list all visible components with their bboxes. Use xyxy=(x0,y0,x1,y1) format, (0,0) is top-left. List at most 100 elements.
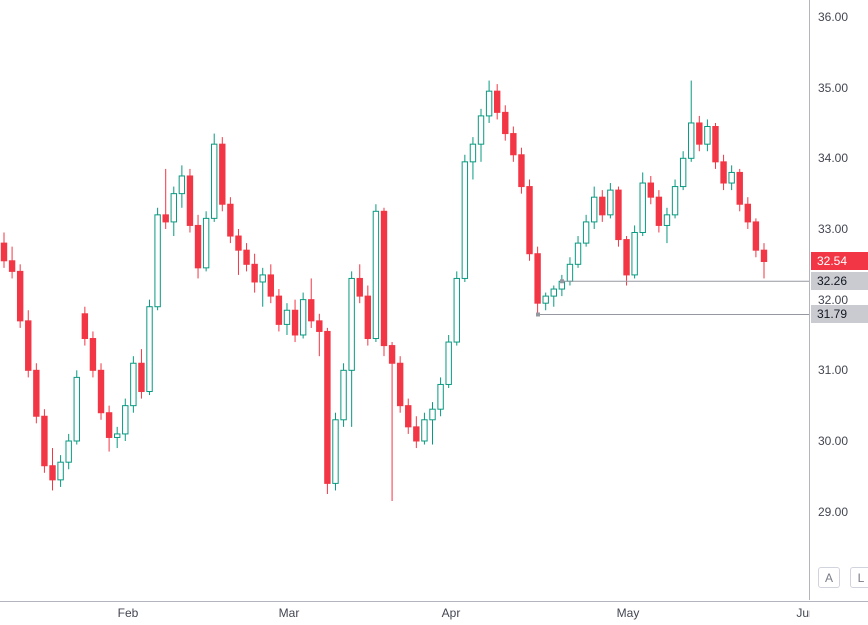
candle xyxy=(332,412,339,491)
time-axis-label: Apr xyxy=(441,606,461,620)
candle xyxy=(219,137,226,212)
candle xyxy=(57,455,64,487)
time-axis-label: Mar xyxy=(278,606,300,620)
candle xyxy=(186,168,194,233)
candle xyxy=(364,285,372,346)
log-scale-button[interactable]: L xyxy=(850,567,868,588)
chart-canvas[interactable] xyxy=(0,0,810,600)
time-axis-labels: Feb Mar Apr May Jun xyxy=(0,602,810,625)
price-tick-label: 33.00 xyxy=(818,221,849,236)
price-line-anchor[interactable] xyxy=(536,312,540,317)
candle xyxy=(453,271,460,346)
candle xyxy=(25,310,32,378)
candle xyxy=(437,377,444,417)
candle xyxy=(615,186,622,247)
candle xyxy=(8,246,16,279)
candle xyxy=(582,214,590,247)
candle xyxy=(720,154,727,191)
candle xyxy=(259,267,266,307)
candle xyxy=(647,175,654,205)
candle xyxy=(639,172,646,237)
candle xyxy=(41,409,48,473)
candle xyxy=(65,433,72,470)
price-line-anchor[interactable] xyxy=(560,279,564,284)
candle xyxy=(16,264,24,328)
candle xyxy=(89,331,97,378)
candle xyxy=(0,232,8,268)
candle xyxy=(558,274,566,297)
time-axis[interactable]: Feb Mar Apr May Jun xyxy=(0,601,868,625)
candle xyxy=(526,179,533,261)
candle xyxy=(73,370,80,445)
candle xyxy=(688,80,695,162)
candle xyxy=(251,253,258,293)
candle xyxy=(388,342,396,502)
candle xyxy=(461,154,469,282)
candle xyxy=(324,327,331,494)
candle xyxy=(485,80,493,123)
candle xyxy=(631,225,638,279)
candle xyxy=(502,105,509,141)
candle xyxy=(413,416,420,449)
candle xyxy=(534,246,541,315)
auto-scale-button[interactable]: A xyxy=(818,567,840,588)
candle xyxy=(267,264,275,304)
candle xyxy=(356,264,363,304)
last-price-badge: 32.54 xyxy=(811,252,868,271)
candle xyxy=(712,122,719,169)
price-tick-label: 36.00 xyxy=(818,9,849,24)
price-tick-label: 34.00 xyxy=(818,151,849,166)
candle xyxy=(752,218,760,258)
time-axis-label: Jun xyxy=(796,606,810,620)
candle xyxy=(671,179,679,219)
candle xyxy=(162,168,169,229)
candle xyxy=(275,289,283,332)
candle xyxy=(510,126,517,162)
candle xyxy=(283,303,291,335)
price-tick-label: 30.00 xyxy=(818,433,849,448)
candle xyxy=(372,204,380,343)
candle xyxy=(607,183,614,219)
candle xyxy=(623,236,630,286)
candle xyxy=(477,108,485,162)
candle xyxy=(663,207,671,244)
candle xyxy=(396,356,404,413)
candle xyxy=(227,197,234,244)
price-axis[interactable]: 36.00 35.00 34.00 33.00 32.00 31.00 30.00 29.00… xyxy=(811,0,868,600)
candle xyxy=(178,165,186,208)
candle xyxy=(105,405,113,452)
candle xyxy=(679,151,687,191)
candle xyxy=(299,292,307,339)
candle xyxy=(542,292,549,311)
price-line-badge[interactable]: 31.79 xyxy=(811,305,868,324)
candle xyxy=(574,236,582,268)
candle xyxy=(138,349,145,399)
candlestick-chart[interactable] xyxy=(0,0,810,600)
candle xyxy=(202,211,210,272)
candle xyxy=(130,356,137,413)
candle xyxy=(655,190,663,233)
candle xyxy=(744,197,752,229)
candle xyxy=(33,363,40,424)
candle xyxy=(170,186,177,237)
candle xyxy=(696,115,703,152)
candle xyxy=(316,313,323,357)
price-line-badge[interactable]: 32.26 xyxy=(811,272,868,291)
candle xyxy=(550,285,557,307)
price-tick-label: 31.00 xyxy=(818,363,849,378)
candle xyxy=(243,243,250,272)
candle xyxy=(591,186,598,229)
candle xyxy=(122,398,129,441)
candle xyxy=(445,334,452,388)
candle xyxy=(405,398,412,434)
time-axis-label: Feb xyxy=(117,606,139,620)
candle xyxy=(704,119,711,152)
price-tick-label: 32.00 xyxy=(818,292,849,307)
candle xyxy=(81,306,89,346)
price-tick-label: 35.00 xyxy=(818,80,849,95)
price-tick-label: 29.00 xyxy=(818,504,849,519)
candle xyxy=(736,168,743,212)
candle xyxy=(728,165,735,191)
candle xyxy=(599,190,606,222)
